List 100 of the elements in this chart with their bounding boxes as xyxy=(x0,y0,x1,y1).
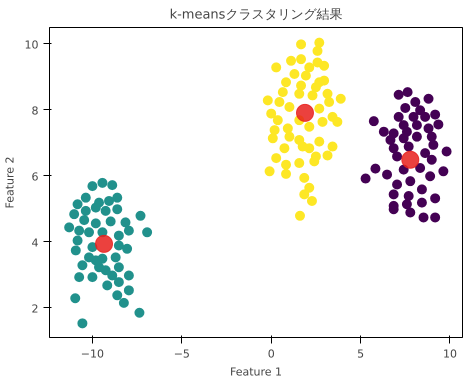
point xyxy=(262,95,273,106)
point xyxy=(304,182,314,193)
point xyxy=(122,244,132,254)
point xyxy=(322,88,333,99)
point xyxy=(274,97,284,108)
point xyxy=(294,158,304,168)
point xyxy=(124,285,134,296)
point xyxy=(388,189,399,200)
x-axis-title: Feature 1 xyxy=(230,366,282,378)
point xyxy=(314,104,324,114)
y-tick-label: 2 xyxy=(32,302,38,316)
point xyxy=(322,150,333,160)
point xyxy=(425,171,436,182)
point xyxy=(264,166,275,176)
point xyxy=(402,199,412,210)
y-tick-label: 4 xyxy=(32,236,38,250)
point xyxy=(270,125,280,136)
point xyxy=(430,110,440,120)
point xyxy=(307,90,318,100)
point xyxy=(392,179,402,190)
point xyxy=(142,227,152,238)
point xyxy=(306,196,317,206)
point xyxy=(87,181,98,192)
point xyxy=(410,97,420,108)
point xyxy=(319,76,330,86)
point xyxy=(284,102,294,112)
point xyxy=(332,116,342,127)
point xyxy=(77,260,88,270)
point xyxy=(299,172,310,183)
point xyxy=(74,226,84,236)
point xyxy=(72,236,83,246)
point xyxy=(304,143,314,154)
point xyxy=(433,119,444,130)
point xyxy=(64,222,74,232)
point xyxy=(97,178,108,188)
point xyxy=(418,212,429,222)
point xyxy=(318,116,328,127)
point xyxy=(279,143,290,154)
point xyxy=(370,164,380,174)
point xyxy=(294,210,305,221)
point xyxy=(420,148,430,158)
point xyxy=(90,202,101,213)
point xyxy=(312,46,323,56)
x-tick-label: 0 xyxy=(268,348,275,360)
point xyxy=(400,102,410,113)
point xyxy=(416,184,427,194)
point xyxy=(304,122,314,132)
point xyxy=(394,112,404,122)
point xyxy=(405,176,416,186)
point xyxy=(69,209,80,220)
point xyxy=(79,215,90,226)
point xyxy=(314,136,324,147)
x-tick-label: −10 xyxy=(80,348,104,360)
point xyxy=(134,308,144,318)
point xyxy=(278,87,288,98)
point xyxy=(328,142,338,152)
point xyxy=(394,90,404,100)
point xyxy=(70,293,80,304)
point xyxy=(430,212,440,222)
point xyxy=(114,277,124,288)
point xyxy=(281,160,292,170)
point xyxy=(100,206,111,216)
point xyxy=(80,206,91,216)
point xyxy=(294,88,304,99)
point xyxy=(272,115,283,126)
point xyxy=(110,252,121,262)
point xyxy=(114,240,124,250)
point xyxy=(124,226,134,236)
point xyxy=(282,123,293,134)
point xyxy=(112,204,122,214)
y-axis-title: Feature 2 xyxy=(4,156,17,209)
point xyxy=(442,146,452,156)
point xyxy=(402,87,413,98)
point xyxy=(428,140,438,150)
point xyxy=(100,265,111,276)
y-tick-label: 8 xyxy=(32,104,38,118)
point xyxy=(80,192,91,203)
point xyxy=(388,143,399,154)
point xyxy=(281,168,292,179)
point xyxy=(408,112,419,122)
point xyxy=(296,54,306,64)
point xyxy=(77,318,88,328)
point xyxy=(271,62,282,72)
point xyxy=(106,216,116,226)
point xyxy=(268,133,278,144)
point xyxy=(378,126,389,137)
point xyxy=(426,154,437,165)
point xyxy=(286,56,296,66)
point xyxy=(90,255,101,266)
point xyxy=(74,272,84,282)
point xyxy=(107,270,118,280)
point xyxy=(430,193,440,204)
point xyxy=(336,94,346,104)
point xyxy=(310,82,321,92)
point xyxy=(114,230,124,241)
point xyxy=(314,38,324,48)
point xyxy=(420,112,430,122)
point xyxy=(398,133,409,144)
point xyxy=(296,80,306,91)
point xyxy=(385,134,396,145)
